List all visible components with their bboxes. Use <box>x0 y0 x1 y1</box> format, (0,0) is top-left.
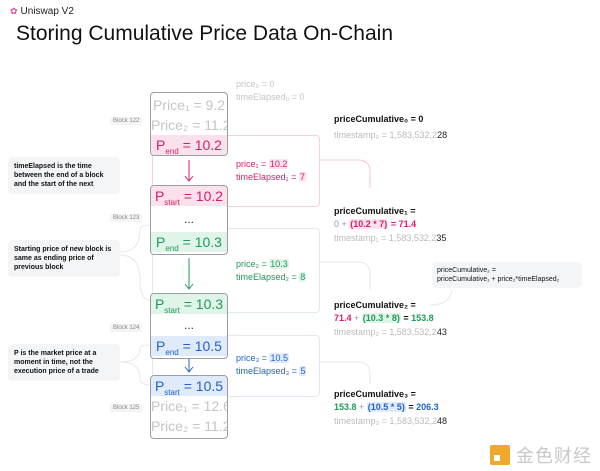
page-title: Storing Cumulative Price Data On-Chain <box>16 22 393 45</box>
p-start: Pstart = 10.3 <box>151 294 227 315</box>
block-122: Price₁ = 9.2 Price₂ = 11.2 Pend = 10.2 <box>150 92 228 156</box>
note-market-price: P is the market price at a moment in tim… <box>8 344 120 381</box>
interval-panel-1 <box>152 135 320 207</box>
brand: ✿ Uniswap V2 <box>10 6 74 17</box>
watermark-logo-icon <box>490 445 510 465</box>
interval-panel-3 <box>152 335 320 397</box>
block-124: Pstart = 10.3 ... Pend = 10.5 <box>150 293 228 359</box>
block-label: Block 125 <box>110 404 143 412</box>
interval-2: price₂ = 10.3 timeElapsed₂ = 8 <box>236 259 307 282</box>
p-start: Pstart = 10.5 <box>151 376 227 397</box>
p-end: Pend = 10.3 <box>151 232 227 253</box>
note-time-elapsed: timeElapsed is the time between the end … <box>8 157 120 194</box>
interval-3: price₃ = 10.5 timeElapsed₃ = 5 <box>236 353 307 376</box>
block-label: Block 123 <box>110 214 143 222</box>
cumulative-1: priceCumulative₁ = 0 + (10.2 * 7) = 71.4… <box>334 206 447 243</box>
block-label: Block 122 <box>110 117 143 125</box>
watermark: 金色财经 <box>490 442 592 468</box>
note-starting-price: Starting price of new block is same as e… <box>8 240 120 277</box>
cumulative-0: priceCumulative₀ = 0 timestamp₀ = 1,583,… <box>334 114 448 140</box>
p-end: Pend = 10.5 <box>151 336 227 357</box>
cumulative-3: priceCumulative₃ = 153.8 + (10.5 * 5) = … <box>334 389 447 426</box>
block-125: Pstart = 10.5 Price₁ = 12.6 Price₂ = 11.… <box>150 375 228 439</box>
interval-panel-2 <box>152 228 320 313</box>
initial-values: price₀ = 0 timeElapsed₀ = 0 <box>236 79 305 102</box>
p-end: Pend = 10.2 <box>151 135 227 155</box>
block-123: Pstart = 10.2 ... Pend = 10.3 <box>150 185 228 255</box>
cumulative-2: priceCumulative₂ = 71.4 + (10.3 * 8) = 1… <box>334 300 447 337</box>
interval-1: price₁ = 10.2 timeElapsed₁ = 7 <box>236 159 306 182</box>
unicorn-logo-icon: ✿ <box>10 6 18 16</box>
p-start: Pstart = 10.2 <box>151 186 227 207</box>
formula-note: priceCumulative₂ = priceCumulative₁ + pr… <box>432 262 582 288</box>
block-label: Block 124 <box>110 324 143 332</box>
